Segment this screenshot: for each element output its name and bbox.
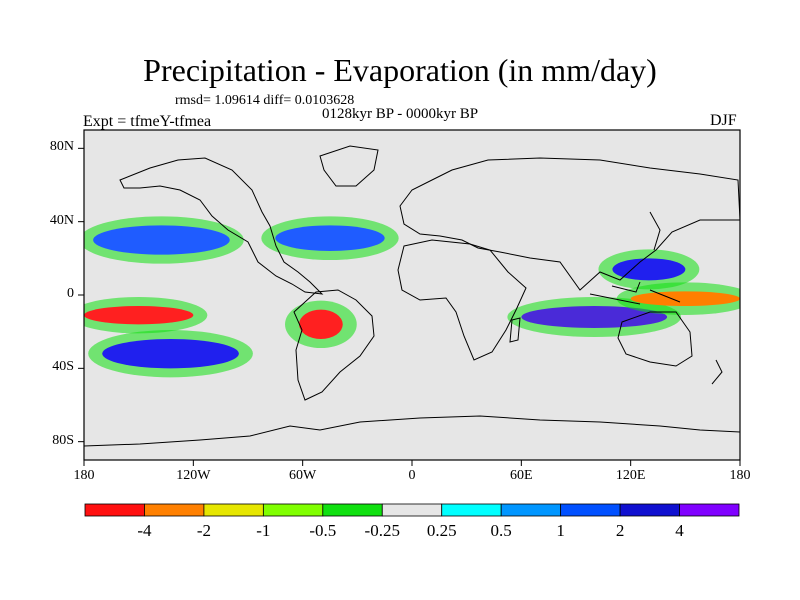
colorbar-swatch [560, 503, 621, 517]
field-region-natl-wet-band [275, 225, 385, 252]
lat-label: 40N [49, 212, 74, 228]
coastline-indonesia [589, 281, 681, 305]
coastline-eurasia [399, 157, 740, 291]
colorbar-label: 0.5 [490, 521, 512, 540]
lon-label: 120E [615, 468, 646, 483]
colorbar [84, 503, 740, 517]
field-region-npac-wet-band [93, 225, 230, 255]
lat-label: 0 [67, 286, 74, 301]
field-region-brazil-dry [299, 309, 343, 340]
lon-label: 120W [176, 468, 211, 483]
colorbar-label: 0.25 [426, 521, 457, 540]
colorbar-swatch [203, 503, 264, 517]
lon-label: 180 [73, 468, 95, 483]
colorbar-label: -4 [137, 521, 152, 540]
colorbar-label: -2 [196, 521, 211, 540]
colorbar-swatch [322, 503, 383, 517]
colorbar-swatch [144, 503, 205, 517]
lon-label: 180 [729, 468, 751, 483]
period-text: 0128kyr BP - 0000kyr BP [322, 106, 479, 122]
colorbar-swatch [84, 503, 145, 517]
coastline-new-zealand [711, 359, 723, 385]
coastline-greenland [319, 145, 379, 187]
lon-label: 0 [408, 468, 416, 483]
field-region-indian-ocean-wet [521, 306, 668, 328]
figure-title: Precipitation - Evaporation (in mm/day) [143, 52, 657, 88]
rmsd-diff-text: rmsd= 1.09614 diff= 0.0103628 [175, 93, 355, 108]
coastline-north-america [119, 157, 324, 295]
colorbar-label: -0.25 [364, 521, 400, 540]
coastline-antarctica [84, 415, 740, 447]
colorbar-swatch [619, 503, 680, 517]
colorbar-swatch [500, 503, 562, 517]
coastline-japan [649, 211, 661, 251]
colorbar-label: 1 [556, 521, 565, 540]
colorbar-swatch [381, 503, 443, 517]
pe-field-layer [84, 216, 740, 378]
tick-layer [78, 147, 741, 466]
colorbar-label: 2 [615, 521, 625, 540]
lon-label: 60W [289, 468, 317, 483]
field-region-spac-dry-band [84, 306, 194, 325]
lat-label: 40S [52, 359, 74, 375]
lat-label: 80N [49, 139, 74, 155]
lat-label: 80S [52, 432, 74, 448]
lon-label: 60E [510, 468, 533, 483]
season-label: DJF [710, 112, 737, 129]
field-region-west-pacific-wet [612, 258, 686, 281]
coastline-australia [617, 311, 693, 367]
field-region-maritime-dry [630, 291, 740, 306]
colorbar-swatch [441, 503, 502, 517]
colorbar-label: -1 [256, 521, 271, 540]
field-region-south-pacific-wet [102, 339, 239, 369]
colorbar-label: 4 [675, 521, 684, 540]
coastline-layer [84, 145, 740, 447]
coastline-south-america [293, 289, 375, 401]
coastline-madagascar [509, 317, 521, 343]
colorbar-swatch [679, 503, 740, 517]
colorbar-swatch [262, 503, 324, 517]
coastline-africa [397, 239, 527, 361]
experiment-label: Expt = tfmeY-tfmea [83, 113, 212, 130]
colorbar-label: -0.5 [309, 521, 337, 540]
